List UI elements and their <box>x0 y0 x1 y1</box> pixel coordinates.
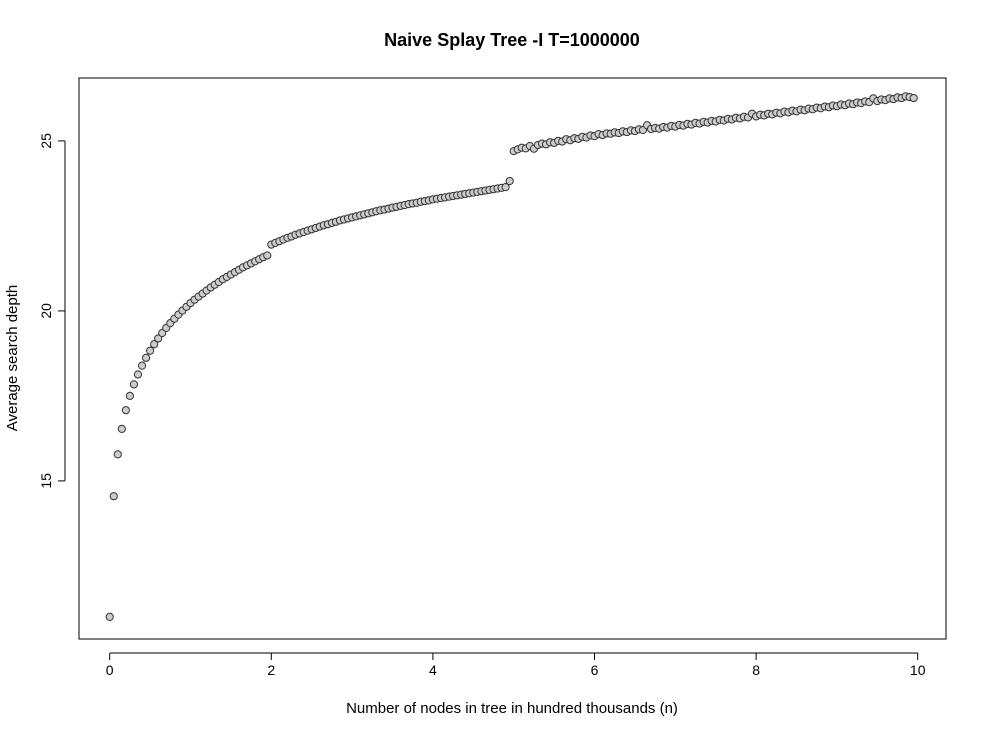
data-point <box>133 370 143 379</box>
data-points <box>105 92 918 622</box>
x-tick-label: 8 <box>752 662 760 678</box>
data-point <box>121 406 130 415</box>
data-point <box>137 361 147 370</box>
data-point <box>501 183 510 192</box>
x-axis: 0 2 4 6 8 10 <box>106 652 926 678</box>
plot-frame <box>78 77 947 640</box>
data-point <box>113 450 122 459</box>
x-tick-label: 4 <box>429 662 437 678</box>
data-point <box>154 334 163 343</box>
y-tick-label: 20 <box>38 303 54 319</box>
y-tick-label: 15 <box>38 473 54 489</box>
data-point <box>105 612 114 622</box>
data-point <box>505 176 514 186</box>
x-tick-label: 0 <box>106 662 114 678</box>
data-point <box>125 391 135 400</box>
data-point <box>141 353 151 362</box>
y-axis-label: Average search depth <box>4 285 21 432</box>
x-tick-label: 10 <box>910 662 926 678</box>
data-point <box>117 424 126 433</box>
data-point <box>263 251 272 260</box>
x-tick-label: 2 <box>267 662 275 678</box>
data-point <box>109 492 118 501</box>
x-tick-label: 6 <box>591 662 599 678</box>
data-point <box>146 346 155 355</box>
y-axis: 15 20 25 <box>38 133 66 489</box>
data-point <box>150 340 159 349</box>
data-point <box>909 93 918 103</box>
data-point <box>129 380 139 389</box>
y-tick-label: 25 <box>38 133 54 149</box>
x-axis-label: Number of nodes in tree in hundred thous… <box>346 700 678 717</box>
chart-title: Naive Splay Tree -I T=1000000 <box>384 30 640 50</box>
